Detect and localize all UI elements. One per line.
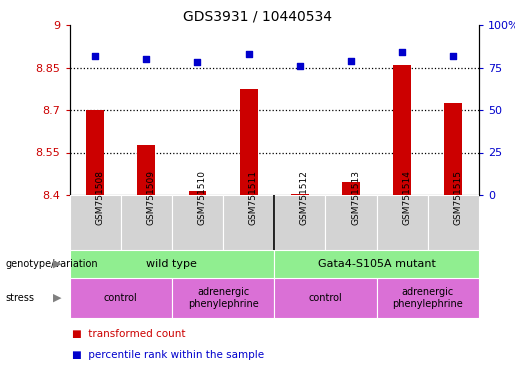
Text: GSM751509: GSM751509 xyxy=(146,170,156,225)
FancyBboxPatch shape xyxy=(172,195,223,250)
Text: GSM751512: GSM751512 xyxy=(300,170,309,225)
Text: control: control xyxy=(104,293,138,303)
FancyBboxPatch shape xyxy=(376,278,479,318)
Text: ■  transformed count: ■ transformed count xyxy=(72,329,185,339)
Bar xyxy=(188,191,207,195)
Bar xyxy=(393,65,411,195)
FancyBboxPatch shape xyxy=(70,278,172,318)
Bar xyxy=(138,146,155,195)
Text: adrenergic
phenylephrine: adrenergic phenylephrine xyxy=(392,287,463,309)
Point xyxy=(449,53,457,59)
Bar xyxy=(239,89,258,195)
FancyBboxPatch shape xyxy=(172,278,274,318)
Bar xyxy=(86,110,104,195)
Text: Gata4-S105A mutant: Gata4-S105A mutant xyxy=(318,259,436,269)
FancyBboxPatch shape xyxy=(70,250,274,278)
Text: adrenergic
phenylephrine: adrenergic phenylephrine xyxy=(187,287,259,309)
Text: GSM751510: GSM751510 xyxy=(197,170,207,225)
Point xyxy=(398,49,406,55)
Text: GSM751508: GSM751508 xyxy=(95,170,104,225)
FancyBboxPatch shape xyxy=(274,250,479,278)
Text: stress: stress xyxy=(5,293,34,303)
FancyBboxPatch shape xyxy=(121,195,172,250)
Text: ▶: ▶ xyxy=(53,293,62,303)
Text: GSM751515: GSM751515 xyxy=(453,170,462,225)
FancyBboxPatch shape xyxy=(70,195,121,250)
Text: ▶: ▶ xyxy=(53,259,62,269)
Text: ■  percentile rank within the sample: ■ percentile rank within the sample xyxy=(72,350,264,360)
FancyBboxPatch shape xyxy=(223,195,274,250)
Text: GSM751514: GSM751514 xyxy=(402,170,411,225)
Point xyxy=(245,51,253,57)
FancyBboxPatch shape xyxy=(274,278,376,318)
Text: genotype/variation: genotype/variation xyxy=(5,259,98,269)
Point xyxy=(91,53,99,59)
FancyBboxPatch shape xyxy=(428,195,479,250)
Bar xyxy=(342,182,360,195)
Point xyxy=(142,56,150,62)
Point xyxy=(347,58,355,64)
Text: GSM751511: GSM751511 xyxy=(249,170,258,225)
FancyBboxPatch shape xyxy=(376,195,428,250)
Point xyxy=(296,63,304,69)
Bar xyxy=(444,103,462,195)
Text: wild type: wild type xyxy=(146,259,197,269)
FancyBboxPatch shape xyxy=(274,195,325,250)
FancyBboxPatch shape xyxy=(325,195,376,250)
Text: GDS3931 / 10440534: GDS3931 / 10440534 xyxy=(183,10,332,23)
Text: GSM751513: GSM751513 xyxy=(351,170,360,225)
Bar xyxy=(291,194,309,195)
Text: control: control xyxy=(308,293,342,303)
Point xyxy=(193,59,201,65)
